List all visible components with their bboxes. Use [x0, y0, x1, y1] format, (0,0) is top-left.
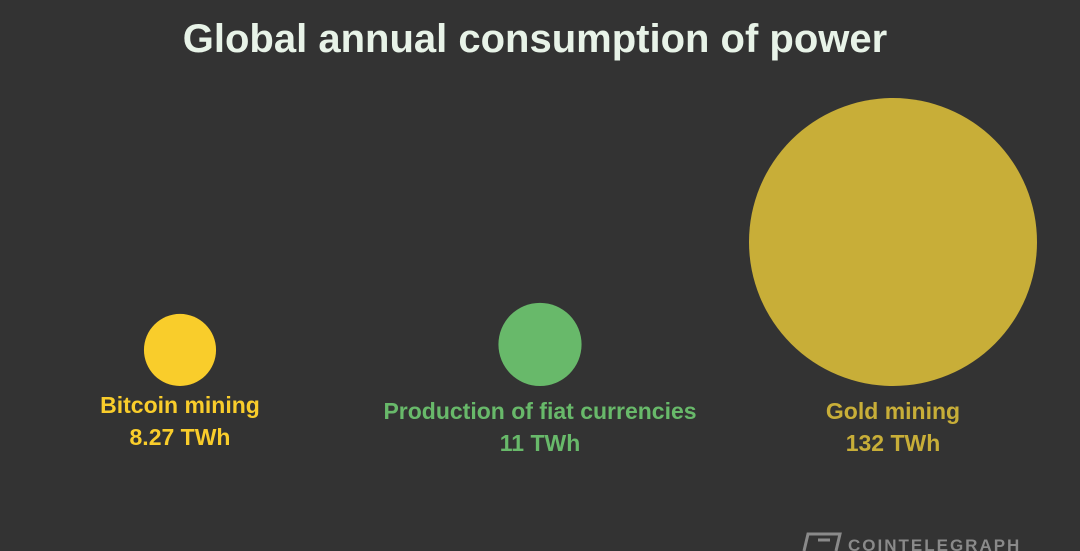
watermark-logo	[802, 532, 842, 551]
category-label: Gold mining	[826, 398, 960, 424]
value-label: 132 TWh	[846, 430, 941, 456]
category-label: Production of fiat currencies	[383, 398, 696, 424]
value-label: 8.27 TWh	[130, 424, 231, 450]
bubble	[749, 98, 1037, 386]
bubble	[498, 302, 582, 386]
value-label: 11 TWh	[500, 430, 581, 456]
category-label: Bitcoin mining	[100, 392, 260, 418]
bubble	[143, 313, 217, 386]
chart-title: Global annual consumption of power	[183, 17, 887, 61]
watermark: COINTELEGRAPH	[848, 536, 1021, 551]
